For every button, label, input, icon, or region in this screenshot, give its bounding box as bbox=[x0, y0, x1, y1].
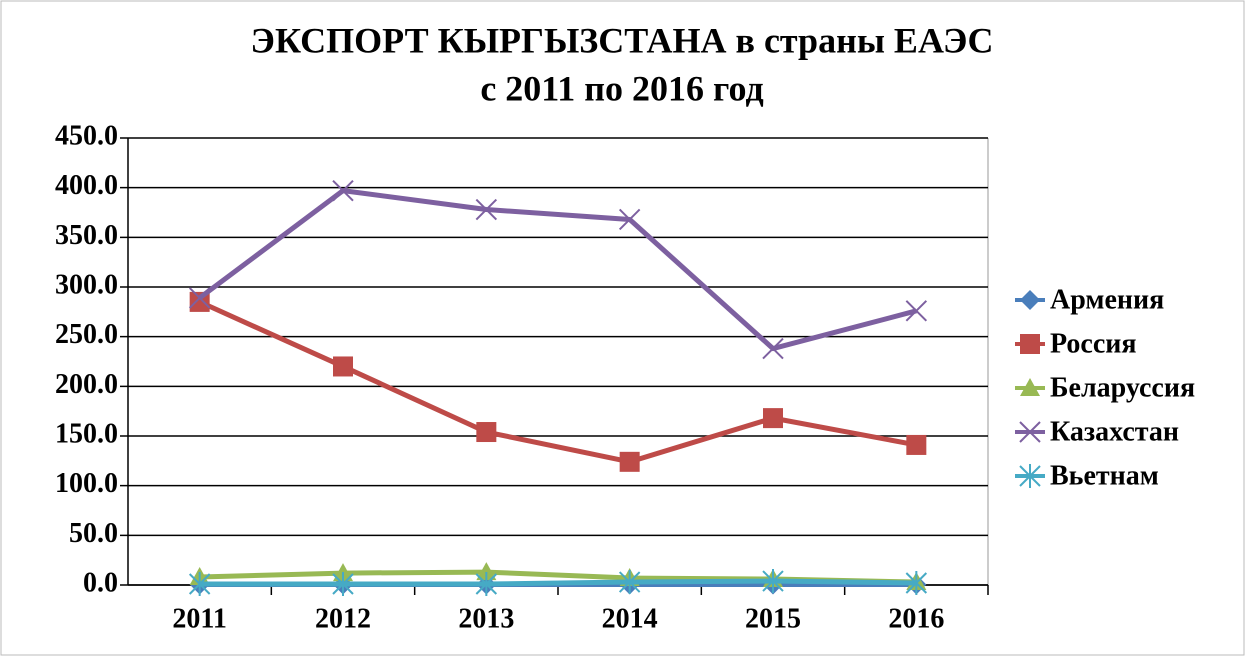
data-point bbox=[763, 408, 783, 429]
legend-marker bbox=[1020, 378, 1040, 396]
y-tick-label: 50.0 bbox=[69, 518, 118, 549]
y-tick-label: 400.0 bbox=[55, 170, 118, 201]
y-tick-label: 350.0 bbox=[55, 220, 118, 251]
x-tick-label: 2016 bbox=[888, 603, 944, 634]
x-tick-label: 2011 bbox=[172, 603, 226, 634]
y-tick-label: 0.0 bbox=[83, 567, 118, 598]
data-point bbox=[188, 572, 211, 597]
x-tick-label: 2012 bbox=[315, 603, 371, 634]
legend-label: Вьетнам bbox=[1050, 460, 1159, 491]
data-point bbox=[619, 451, 640, 472]
y-tick-label: 150.0 bbox=[55, 418, 118, 449]
data-point bbox=[905, 300, 928, 322]
legend-marker bbox=[1020, 290, 1040, 310]
data-point bbox=[332, 179, 354, 202]
data-point bbox=[475, 198, 498, 221]
x-tick-label: 2014 bbox=[602, 603, 658, 634]
data-point bbox=[618, 208, 641, 231]
y-tick-label: 450.0 bbox=[55, 120, 118, 151]
data-point bbox=[476, 422, 497, 443]
y-tick-label: 200.0 bbox=[55, 369, 118, 400]
data-point bbox=[188, 287, 211, 309]
data-point bbox=[905, 571, 928, 596]
data-point bbox=[333, 356, 353, 377]
data-point bbox=[618, 570, 641, 595]
legend-marker bbox=[1019, 421, 1041, 443]
data-point bbox=[476, 562, 497, 581]
y-tick-label: 250.0 bbox=[55, 319, 118, 350]
legend-label: Россия bbox=[1050, 328, 1137, 359]
legend-marker bbox=[1020, 334, 1040, 354]
series-line bbox=[198, 299, 917, 465]
data-point bbox=[906, 434, 927, 455]
legend-label: Армения bbox=[1050, 284, 1164, 315]
chart-title: с 2011 по 2016 год bbox=[480, 68, 763, 108]
x-tick-label: 2015 bbox=[745, 603, 801, 634]
chart-title: ЭКСПОРТ КЫРГЫЗСТАНА в страны ЕАЭС bbox=[251, 20, 994, 60]
series-line bbox=[199, 578, 917, 587]
data-point bbox=[475, 572, 498, 597]
data-point bbox=[332, 572, 354, 597]
y-tick-label: 300.0 bbox=[55, 269, 118, 300]
series-line bbox=[198, 188, 917, 352]
x-tick-label: 2013 bbox=[458, 603, 514, 634]
legend-label: Казахстан bbox=[1050, 416, 1179, 447]
data-point bbox=[762, 569, 784, 594]
data-point bbox=[762, 337, 784, 360]
y-tick-label: 100.0 bbox=[55, 468, 118, 499]
legend-label: Беларуссия bbox=[1050, 372, 1195, 403]
legend-marker bbox=[1019, 464, 1041, 488]
